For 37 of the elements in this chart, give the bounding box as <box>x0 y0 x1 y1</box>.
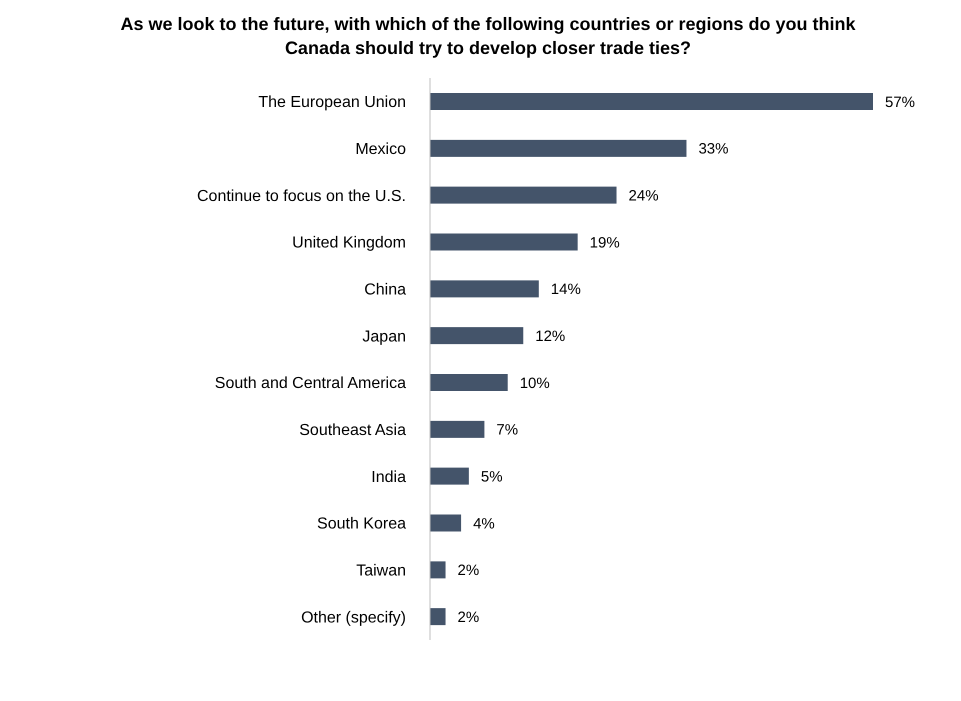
y-tick-label: South Korea <box>317 516 406 533</box>
y-tick-label: India <box>371 468 406 486</box>
data-label: 12% <box>535 328 566 345</box>
y-tick-label: China <box>364 281 406 298</box>
data-label: 7% <box>496 422 518 439</box>
data-label: 19% <box>590 234 620 252</box>
bar <box>430 420 484 438</box>
data-label: 57% <box>885 94 916 111</box>
data-label: 24% <box>628 187 659 204</box>
bar <box>430 92 873 110</box>
bar <box>430 140 686 157</box>
y-tick-label: Southeast Asia <box>299 422 406 439</box>
data-label: 14% <box>550 281 581 298</box>
y-tick-label: South and Central America <box>214 375 406 392</box>
y-tick-label: The European Union <box>258 94 406 112</box>
data-label: 2% <box>458 608 480 626</box>
bar <box>430 514 462 532</box>
data-label: 5% <box>480 468 503 486</box>
chart-title: As we look to the future, with which of the following countries or regions do you think Canada should try to develop closer trade ties? <box>119 13 856 60</box>
y-tick-label: Taiwan <box>356 562 406 580</box>
bar <box>430 280 539 298</box>
y-tick-label: United Kingdom <box>292 234 406 252</box>
bar <box>430 374 508 391</box>
y-tick-label: Mexico <box>355 140 406 158</box>
bar <box>430 233 578 250</box>
data-label: 2% <box>458 562 480 580</box>
bar <box>430 608 446 626</box>
y-tick-label: Other (specify) <box>301 609 406 626</box>
y-tick-label: Japan <box>362 328 406 346</box>
y-tick-label: Continue to focus on the U.S. <box>196 188 406 205</box>
data-label: 4% <box>473 515 495 532</box>
bar <box>430 561 446 578</box>
data-label: 33% <box>698 140 729 158</box>
bar <box>430 327 524 344</box>
data-label: 10% <box>520 374 550 392</box>
bar <box>430 186 617 204</box>
bar <box>430 468 469 485</box>
